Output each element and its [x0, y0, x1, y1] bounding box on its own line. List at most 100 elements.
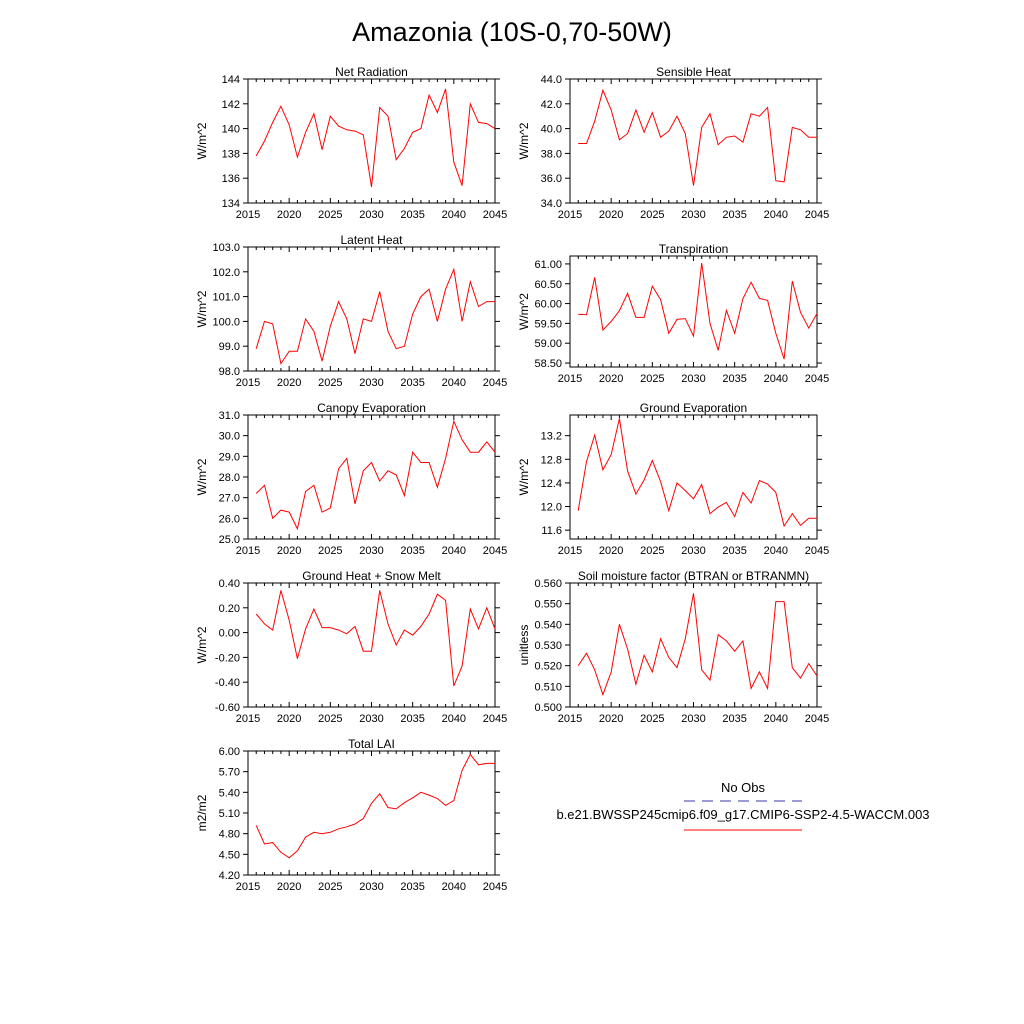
x-tick-label: 2045	[483, 545, 507, 557]
panel-title: Ground Heat + Snow Melt	[302, 569, 441, 583]
x-tick-label: 2035	[400, 545, 424, 557]
panel-9: Total LAI m2/m2 2015 2020 2025 2030 2035 2040 20…	[195, 737, 507, 893]
series-line	[578, 263, 818, 360]
legend-obs-label: No Obs	[721, 780, 766, 795]
x-tick-label: 2035	[400, 209, 424, 221]
x-tick-label: 2045	[483, 377, 507, 389]
series-line	[255, 267, 495, 365]
y-axis-label: W/m^2	[517, 122, 531, 159]
panel-frame	[247, 414, 496, 540]
x-tick-label: 2020	[599, 373, 623, 385]
series-line	[255, 419, 496, 531]
y-tick-label: 30.0	[219, 431, 240, 443]
x-tick-label: 2045	[483, 881, 507, 893]
panel-frame	[247, 582, 496, 708]
y-axis-label: unitless	[517, 625, 531, 666]
panel-frame	[569, 255, 818, 368]
y-tick-label: -0.40	[215, 677, 240, 689]
y-tick-label: 13.2	[541, 431, 562, 443]
panel-frame	[247, 246, 496, 372]
panels: Net Radiation W/m^2 2015 2020 2025 2030 2035 20…	[195, 65, 829, 893]
x-tick-label: 2040	[442, 713, 466, 725]
legend-model-label: b.e21.BWSSP245cmip6.f09_g17.CMIP6-SSP2-4…	[556, 807, 929, 822]
x-tick-label: 2040	[764, 373, 788, 385]
y-tick-label: 61.00	[534, 259, 562, 271]
panel-title: Transpiration	[659, 242, 729, 256]
panel-1: Net Radiation W/m^2 2015 2020 2025 2030 2035 20…	[195, 65, 507, 221]
x-tick-label: 2035	[400, 881, 424, 893]
x-tick-label: 2040	[442, 881, 466, 893]
x-tick-label: 2025	[640, 713, 664, 725]
y-tick-label: 12.8	[541, 454, 562, 466]
x-tick-label: 2035	[400, 377, 424, 389]
y-tick-label: 102.0	[212, 267, 240, 279]
x-tick-label: 2015	[558, 713, 582, 725]
y-tick-label: 142	[222, 99, 240, 111]
y-tick-label: 99.0	[219, 341, 240, 353]
panel-title: Sensible Heat	[656, 65, 731, 79]
x-tick-label: 2025	[318, 545, 342, 557]
x-tick-label: 2015	[236, 881, 260, 893]
x-tick-label: 2045	[805, 713, 829, 725]
y-tick-label: 103.0	[212, 242, 240, 254]
panel-6: Ground Evaporation W/m^2 2015 2020 2025 2030 2…	[517, 401, 829, 557]
y-axis-label: W/m^2	[517, 293, 531, 330]
y-tick-label: 44.0	[541, 74, 562, 86]
x-tick-label: 2030	[359, 545, 383, 557]
x-tick-label: 2025	[640, 373, 664, 385]
y-tick-label: 29.0	[219, 451, 240, 463]
y-tick-label: 38.0	[541, 148, 562, 160]
y-axis-label: W/m^2	[195, 290, 209, 327]
x-tick-label: 2020	[599, 209, 623, 221]
y-tick-label: 59.50	[534, 318, 562, 330]
x-tick-label: 2015	[558, 545, 582, 557]
x-tick-label: 2045	[483, 209, 507, 221]
panel-8: Soil moisture factor (BTRAN or BTRANMN) u…	[517, 569, 829, 725]
y-tick-label: 27.0	[219, 493, 240, 505]
x-tick-label: 2015	[236, 209, 260, 221]
y-tick-label: 4.20	[219, 870, 240, 882]
y-axis-label: W/m^2	[517, 458, 531, 495]
y-tick-label: 0.540	[534, 619, 562, 631]
x-tick-label: 2035	[722, 713, 746, 725]
y-tick-label: 60.00	[534, 299, 562, 311]
y-tick-label: 0.510	[534, 681, 562, 693]
x-tick-label: 2015	[236, 713, 260, 725]
y-tick-label: 11.6	[541, 525, 562, 537]
x-tick-label: 2045	[805, 545, 829, 557]
x-tick-label: 2025	[318, 377, 342, 389]
y-tick-label: 0.20	[219, 603, 240, 615]
page-title: Amazonia (10S-0,70-50W)	[352, 17, 672, 47]
y-tick-label: 26.0	[219, 513, 240, 525]
x-tick-label: 2025	[318, 881, 342, 893]
x-tick-label: 2015	[558, 209, 582, 221]
panel-3: Latent Heat W/m^2 2015 2020 2025 2030 2035 2040…	[195, 233, 507, 389]
panel-4: Transpiration W/m^2 2015 2020 2025 2030 2035 20…	[517, 242, 829, 385]
x-tick-label: 2035	[400, 713, 424, 725]
series-line	[255, 88, 496, 187]
x-tick-label: 2040	[442, 209, 466, 221]
x-tick-label: 2040	[764, 209, 788, 221]
x-tick-label: 2040	[764, 545, 788, 557]
x-tick-label: 2015	[558, 373, 582, 385]
series-line	[578, 88, 817, 186]
panel-frame	[569, 414, 818, 540]
y-tick-label: 0.40	[219, 578, 240, 590]
series-line	[577, 593, 818, 697]
y-tick-label: 0.530	[534, 640, 562, 652]
x-tick-label: 2030	[359, 881, 383, 893]
y-axis-label: W/m^2	[195, 458, 209, 495]
y-tick-label: 0.550	[534, 599, 562, 611]
x-tick-label: 2030	[681, 209, 705, 221]
x-tick-label: 2030	[681, 373, 705, 385]
x-tick-label: 2020	[277, 881, 301, 893]
y-tick-label: 0.500	[534, 702, 562, 714]
series-line	[577, 418, 817, 528]
y-tick-label: 12.0	[541, 502, 562, 514]
x-tick-label: 2045	[805, 373, 829, 385]
x-tick-label: 2045	[805, 209, 829, 221]
y-axis-label: m2/m2	[195, 794, 209, 831]
y-tick-label: 0.520	[534, 661, 562, 673]
y-tick-label: 5.70	[219, 767, 240, 779]
